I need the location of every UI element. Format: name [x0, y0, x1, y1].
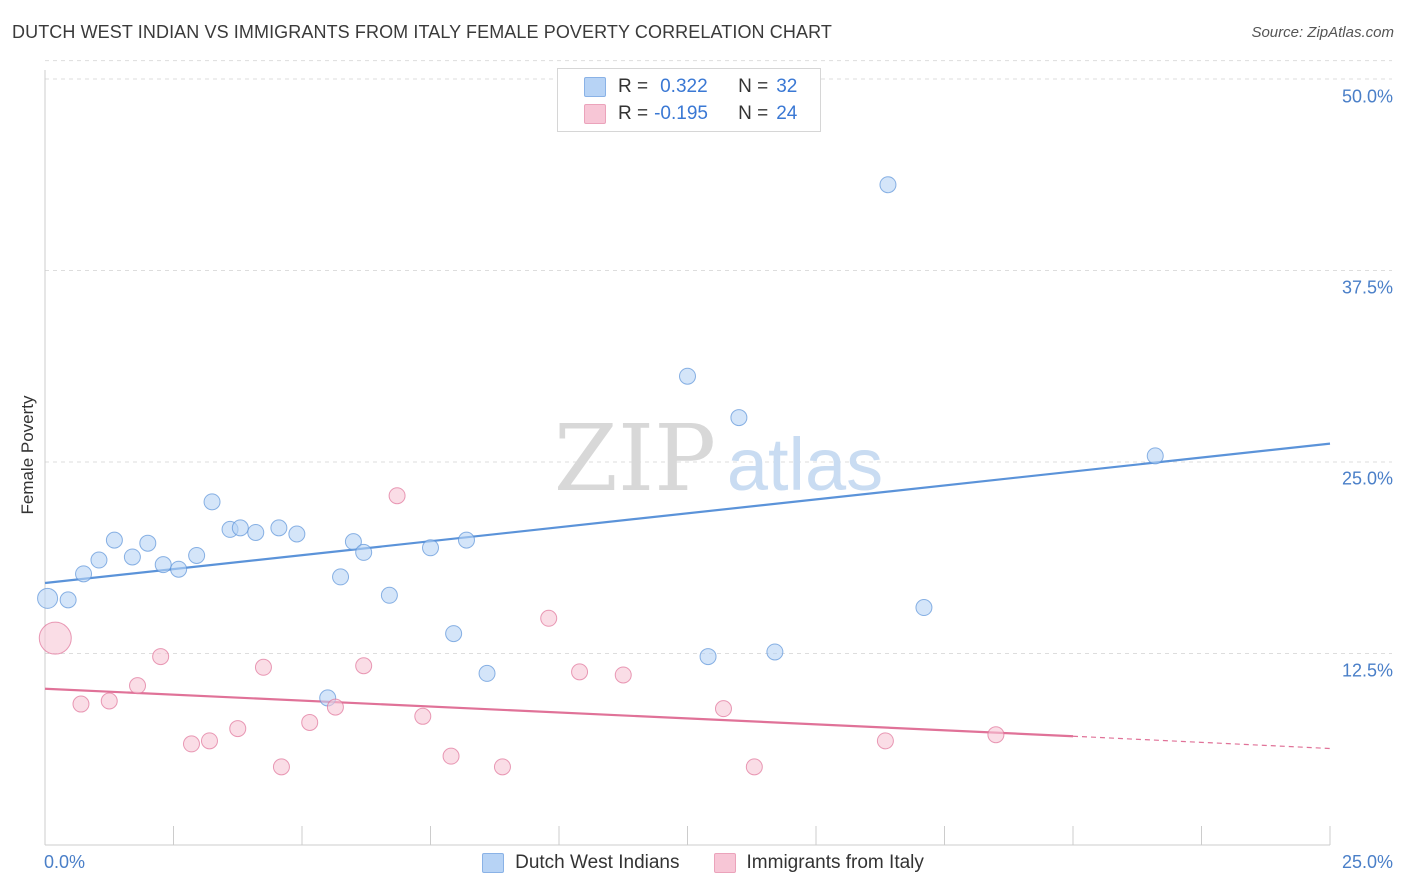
point-dutch-west-indians: [231, 519, 249, 537]
point-immigrants-italy: [614, 666, 632, 684]
legend-row-immigrants-italy: R = -0.195 N = 24: [584, 102, 797, 126]
axes: [44, 70, 1331, 846]
point-immigrants-italy: [414, 707, 432, 725]
legend-item-dutch-west-indians[interactable]: Dutch West Indians: [482, 852, 680, 874]
legend-n-value: 24: [776, 103, 798, 124]
data-points: [37, 176, 1164, 776]
watermark-atlas: atlas: [727, 423, 883, 506]
correlation-legend: R = 0.322 N = 32 R = -0.195 N = 24: [557, 68, 821, 132]
point-dutch-west-indians: [457, 531, 475, 549]
point-dutch-west-indians: [37, 587, 59, 609]
legend-item-immigrants-italy[interactable]: Immigrants from Italy: [713, 852, 924, 874]
y-tick-label-25: 25.0%: [1341, 468, 1393, 489]
trend-line-dutch-west-indians: [44, 442, 1331, 585]
point-dutch-west-indians: [105, 531, 123, 549]
point-immigrants-italy: [326, 698, 344, 716]
trend-lines: [44, 442, 1331, 750]
point-dutch-west-indians: [75, 565, 93, 583]
point-dutch-west-indians: [203, 493, 221, 511]
point-dutch-west-indians: [445, 625, 463, 643]
point-immigrants-italy: [301, 713, 319, 731]
legend-r-value: -0.195: [654, 103, 708, 124]
y-tick-label-50: 50.0%: [1341, 86, 1393, 107]
watermark-zip: ZIP: [554, 405, 716, 512]
point-immigrants-italy: [229, 720, 247, 738]
point-dutch-west-indians: [288, 525, 306, 543]
point-dutch-west-indians: [154, 556, 172, 574]
point-immigrants-italy: [272, 758, 290, 776]
point-immigrants-italy: [254, 658, 272, 676]
point-dutch-west-indians: [699, 648, 717, 666]
point-immigrants-italy: [182, 735, 200, 753]
y-tick-label-37-5: 37.5%: [1341, 277, 1393, 298]
point-immigrants-italy: [714, 700, 732, 718]
source-label: Source: ZipAtlas.com: [1251, 24, 1394, 41]
point-dutch-west-indians: [344, 533, 362, 551]
legend-n-label: N =: [738, 103, 769, 124]
series-legend: Dutch West Indians Immigrants from Italy: [0, 852, 1406, 874]
point-dutch-west-indians: [478, 664, 496, 682]
point-dutch-west-indians: [730, 409, 748, 427]
legend-r-value: 0.322: [660, 76, 708, 97]
legend-swatch-pink: [713, 853, 736, 873]
point-immigrants-italy: [355, 657, 373, 675]
x-tick-label-0: 0.0%: [44, 852, 86, 872]
point-immigrants-italy: [987, 726, 1005, 744]
point-dutch-west-indians: [188, 546, 206, 564]
y-tick-label-12-5: 12.5%: [1341, 660, 1393, 681]
point-immigrants-italy: [152, 648, 170, 666]
legend-swatch-blue: [482, 853, 505, 873]
point-immigrants-italy: [876, 732, 894, 750]
legend-n-value: 32: [776, 76, 798, 97]
point-dutch-west-indians: [123, 548, 141, 566]
point-dutch-west-indians: [332, 568, 350, 586]
trend-line-extension: [1072, 735, 1331, 750]
point-immigrants-italy: [200, 732, 218, 750]
point-immigrants-italy: [540, 609, 558, 627]
x-tick-label-25: 25.0%: [1341, 852, 1393, 872]
point-dutch-west-indians: [270, 519, 288, 537]
legend-label: Dutch West Indians: [515, 852, 680, 873]
point-immigrants-italy: [72, 695, 90, 713]
point-immigrants-italy: [388, 487, 406, 505]
point-dutch-west-indians: [422, 539, 439, 557]
legend-label: Immigrants from Italy: [746, 852, 924, 873]
trend-line-immigrants-italy: [44, 687, 1074, 738]
point-dutch-west-indians: [355, 543, 373, 561]
point-immigrants-italy: [129, 677, 147, 695]
point-dutch-west-indians: [59, 591, 77, 609]
point-dutch-west-indians: [879, 176, 897, 194]
point-dutch-west-indians: [766, 643, 784, 661]
point-dutch-west-indians: [170, 560, 188, 578]
point-immigrants-italy: [493, 758, 511, 776]
point-dutch-west-indians: [1146, 447, 1164, 465]
legend-r-label: R =: [618, 103, 649, 124]
point-dutch-west-indians: [915, 599, 933, 617]
legend-row-dutch-west-indians: R = 0.322 N = 32: [584, 75, 797, 99]
gridlines: [45, 60, 1392, 654]
chart-title: DUTCH WEST INDIAN VS IMMIGRANTS FROM ITA…: [12, 22, 832, 42]
point-dutch-west-indians: [380, 586, 398, 604]
point-dutch-west-indians: [679, 367, 696, 385]
point-immigrants-italy: [571, 663, 589, 681]
point-immigrants-italy: [745, 758, 763, 776]
point-immigrants-italy: [442, 747, 460, 765]
legend-swatch-blue: [584, 77, 606, 97]
point-immigrants-italy: [100, 692, 118, 710]
legend-r-label: R =: [618, 76, 649, 97]
legend-n-label: N =: [738, 76, 769, 97]
legend-swatch-pink: [584, 104, 606, 124]
point-immigrants-italy: [38, 621, 72, 655]
point-dutch-west-indians: [139, 534, 157, 552]
point-dutch-west-indians: [247, 523, 265, 541]
point-dutch-west-indians: [90, 551, 108, 569]
